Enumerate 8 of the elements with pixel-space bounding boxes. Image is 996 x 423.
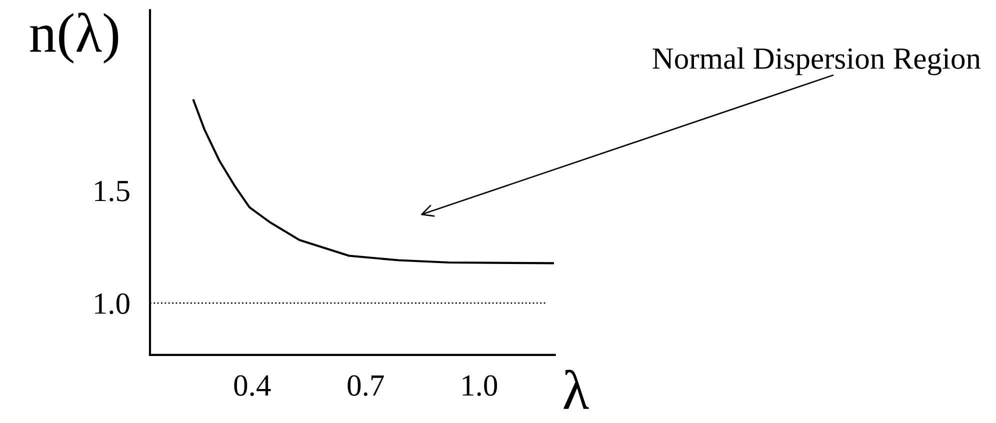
y-tick-label: 1.5 xyxy=(95,180,130,202)
x-tick-label: 1.0 xyxy=(462,375,498,396)
x-tick-label: 0.4 xyxy=(234,375,271,396)
text: Normal Dispersion Region xyxy=(652,47,981,76)
y-axis-title: n(λ) xyxy=(30,12,118,64)
line-series xyxy=(192,99,554,264)
x-axis-title: λ xyxy=(564,370,589,409)
x-tick-label: 0.7 xyxy=(348,375,384,396)
